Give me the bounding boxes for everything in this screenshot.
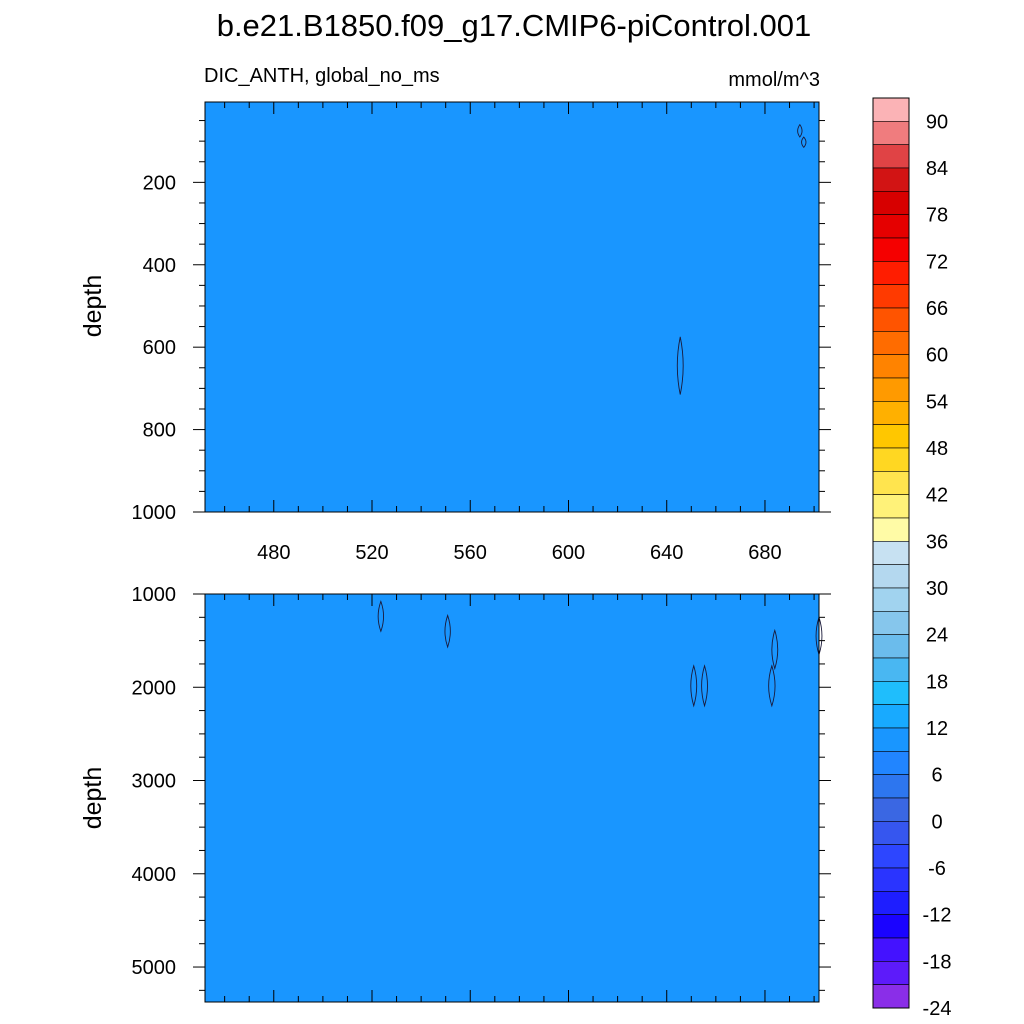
colorbar-swatch [872, 681, 910, 705]
colorbar-swatch [872, 634, 910, 659]
colorbar-swatch [872, 307, 910, 332]
colorbar-label: 48 [926, 438, 948, 460]
colorbar-swatch [872, 587, 910, 612]
colorbar-swatch [872, 494, 910, 519]
colorbar-label: 72 [926, 251, 948, 273]
colorbar-swatch [872, 471, 910, 495]
colorbar-label: 60 [926, 345, 948, 367]
colorbar-label: 42 [926, 485, 948, 507]
contour-line [771, 628, 779, 671]
colorbar-swatch [872, 354, 910, 379]
y-tick-label: 1000 [132, 584, 177, 606]
colorbar-swatch [872, 214, 910, 239]
x-tick-label: 680 [748, 542, 781, 564]
plot-frame [204, 101, 820, 513]
colorbar-label: -6 [928, 858, 946, 880]
colorbar-label: 0 [931, 811, 942, 833]
colorbar-swatch [872, 377, 910, 402]
y-tick-label: 800 [143, 420, 176, 442]
colorbar-swatch [872, 704, 910, 729]
colorbar: 908478726660544842363024181260-6-12-18-2… [872, 97, 952, 1020]
colorbar-swatch [872, 727, 910, 752]
colorbar-swatch [872, 517, 910, 542]
x-tick-label: 560 [454, 542, 487, 564]
lower-panel: 1000 2000 3000 4000 5000 depth [79, 584, 831, 1003]
variable-label: DIC_ANTH, global_no_ms [204, 65, 440, 87]
y-tick-label: 4000 [132, 864, 177, 886]
field-fill [205, 594, 819, 1002]
colorbar-label: 12 [926, 718, 948, 740]
colorbar-swatch [872, 891, 910, 915]
colorbar-label: 90 [926, 111, 948, 133]
colorbar-swatch [872, 657, 910, 682]
colorbar-label: 84 [926, 158, 948, 180]
contour-line [701, 664, 708, 708]
colorbar-swatch [872, 121, 910, 145]
contour-line [801, 136, 807, 149]
colorbar-swatch [872, 984, 910, 1009]
x-tick-label: 600 [552, 542, 585, 564]
colorbar-label: -12 [923, 905, 952, 927]
colorbar-label: 6 [931, 765, 942, 787]
y-tick-label: 400 [143, 255, 176, 277]
colorbar-swatch [872, 867, 910, 892]
upper-panel: 480 520 560 600 640 680 200 400 600 800 1000 depth [79, 101, 831, 564]
plot-frame [204, 593, 820, 1003]
y-tick-label: 600 [143, 337, 176, 359]
colorbar-swatch [872, 564, 910, 589]
colorbar-swatch [872, 167, 910, 192]
colorbar-swatch [872, 447, 910, 472]
y-tick-label: 1000 [132, 502, 177, 524]
colorbar-swatch [872, 97, 910, 122]
colorbar-swatch [872, 284, 910, 309]
colorbar-label: -24 [923, 998, 952, 1020]
colorbar-swatch [872, 937, 910, 962]
colorbar-swatch [872, 914, 910, 939]
contour-line [797, 123, 803, 138]
colorbar-label: 66 [926, 298, 948, 320]
colorbar-frame [872, 97, 910, 1009]
colorbar-swatch [872, 261, 910, 285]
colorbar-label: 18 [926, 671, 948, 693]
field-fill [205, 102, 819, 512]
contour-line [444, 614, 451, 649]
y-axis-label: depth [79, 275, 107, 338]
colorbar-swatch [872, 144, 910, 169]
figure-title: b.e21.B1850.f09_g17.CMIP6-piControl.001 [217, 8, 812, 43]
colorbar-swatch [872, 331, 910, 355]
contour-line [377, 600, 385, 633]
colorbar-label: 30 [926, 578, 948, 600]
y-tick-label: 200 [143, 172, 176, 194]
x-tick-label: 520 [355, 542, 388, 564]
colorbar-swatch [872, 774, 910, 799]
x-tick-label: 640 [650, 542, 683, 564]
y-tick-label: 5000 [132, 957, 177, 979]
colorbar-label: 36 [926, 531, 948, 553]
colorbar-swatch [872, 961, 910, 985]
colorbar-swatch [872, 751, 910, 775]
contour-line [768, 664, 776, 708]
colorbar-swatch [872, 541, 910, 565]
contour-line [676, 336, 684, 395]
y-tick-label: 3000 [132, 771, 177, 793]
colorbar-swatch [872, 401, 910, 425]
colorbar-swatch [872, 424, 910, 449]
colorbar-swatch [872, 611, 910, 635]
colorbar-label: 24 [926, 625, 948, 647]
y-tick-label: 2000 [132, 677, 177, 699]
colorbar-swatch [872, 844, 910, 869]
contour-line [690, 664, 698, 708]
colorbar-label: 78 [926, 205, 948, 227]
x-tick-label: 480 [257, 542, 290, 564]
colorbar-label: 54 [926, 391, 948, 413]
colorbar-swatch [872, 797, 910, 822]
y-axis-label: depth [79, 767, 107, 830]
colorbar-label: -18 [923, 951, 952, 973]
units-label: mmol/m^3 [728, 69, 820, 91]
colorbar-swatch [872, 237, 910, 262]
colorbar-swatch [872, 191, 910, 215]
colorbar-swatch [872, 821, 910, 845]
